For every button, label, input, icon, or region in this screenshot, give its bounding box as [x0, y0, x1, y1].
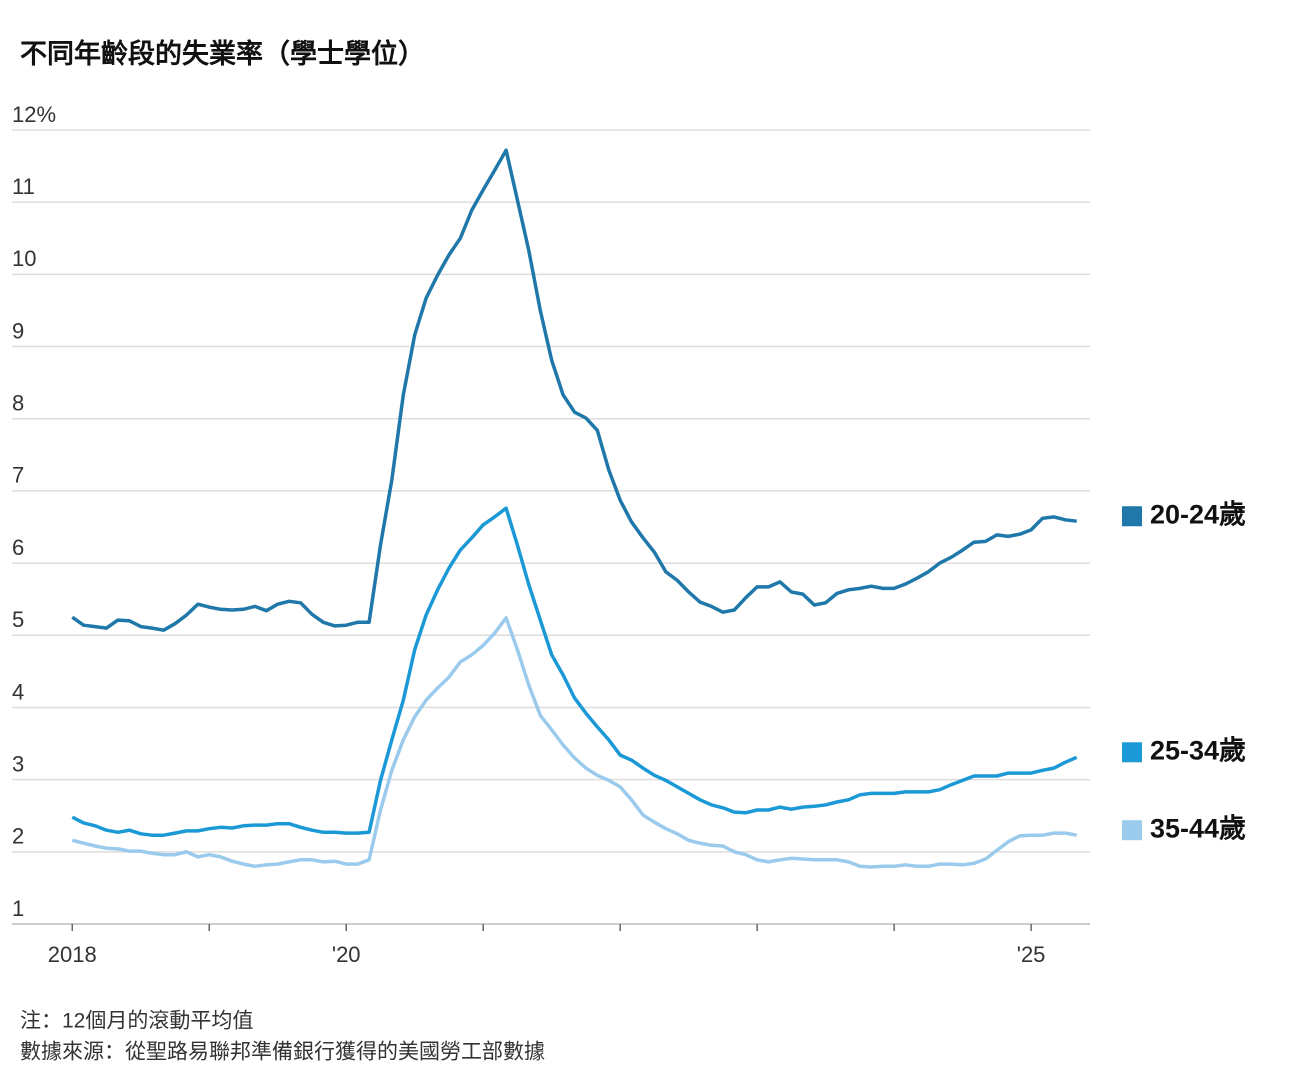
legend-swatch — [1122, 742, 1142, 763]
legend-label: 20-24歲 — [1150, 499, 1246, 529]
series-line — [71, 148, 1077, 632]
y-tick-label: 1 — [12, 896, 24, 921]
y-tick-label: 4 — [12, 679, 24, 704]
y-tick-label: 12% — [12, 102, 56, 127]
x-tick-label: 2018 — [48, 942, 97, 967]
series-line — [71, 506, 1078, 837]
y-tick-label: 6 — [12, 535, 24, 560]
y-tick-label: 2 — [12, 824, 24, 849]
y-tick-label: 11 — [12, 174, 35, 199]
x-tick-label: '25 — [1017, 942, 1046, 967]
y-tick-label: 7 — [12, 463, 24, 488]
legend-label: 25-34歲 — [1150, 735, 1246, 765]
legend-swatch — [1122, 506, 1142, 527]
series-line — [71, 616, 1078, 869]
y-tick-label: 3 — [12, 751, 24, 776]
x-tick-label: '20 — [332, 942, 361, 967]
chart-title: 不同年齡段的失業率（學士學位） — [20, 38, 425, 69]
legend-swatch — [1122, 820, 1142, 841]
legend-label: 35-44歲 — [1150, 813, 1246, 843]
y-tick-label: 10 — [12, 246, 36, 271]
chart-note: 注：12個月的滾動平均值 — [20, 1010, 253, 1033]
y-tick-label: 5 — [12, 607, 24, 632]
y-tick-label: 9 — [12, 318, 24, 343]
chart-source: 數據來源：從聖路易聯邦準備銀行獲得的美國勞工部數據 — [20, 1041, 545, 1064]
y-tick-label: 8 — [12, 391, 24, 416]
